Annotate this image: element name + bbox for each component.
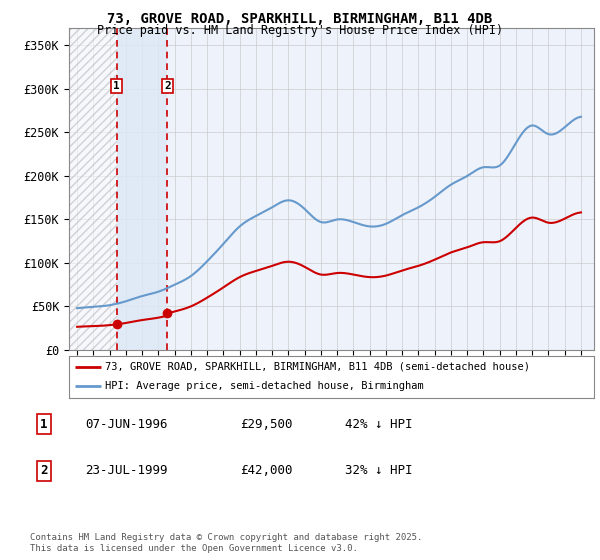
Text: 73, GROVE ROAD, SPARKHILL, BIRMINGHAM, B11 4DB (semi-detached house): 73, GROVE ROAD, SPARKHILL, BIRMINGHAM, B… <box>105 362 530 372</box>
Text: £29,500: £29,500 <box>240 418 292 431</box>
Text: 73, GROVE ROAD, SPARKHILL, BIRMINGHAM, B11 4DB: 73, GROVE ROAD, SPARKHILL, BIRMINGHAM, B… <box>107 12 493 26</box>
Text: Price paid vs. HM Land Registry's House Price Index (HPI): Price paid vs. HM Land Registry's House … <box>97 24 503 37</box>
Text: 42% ↓ HPI: 42% ↓ HPI <box>344 418 412 431</box>
Bar <box>117 28 167 350</box>
Text: 32% ↓ HPI: 32% ↓ HPI <box>344 464 412 477</box>
Text: 2: 2 <box>40 464 47 477</box>
Text: £42,000: £42,000 <box>240 464 292 477</box>
Text: 2: 2 <box>164 81 171 91</box>
Text: 23-JUL-1999: 23-JUL-1999 <box>85 464 168 477</box>
Text: 1: 1 <box>113 81 120 91</box>
Text: 1: 1 <box>40 418 47 431</box>
Text: 07-JUN-1996: 07-JUN-1996 <box>85 418 168 431</box>
Text: HPI: Average price, semi-detached house, Birmingham: HPI: Average price, semi-detached house,… <box>105 381 424 391</box>
Text: Contains HM Land Registry data © Crown copyright and database right 2025.
This d: Contains HM Land Registry data © Crown c… <box>30 533 422 553</box>
